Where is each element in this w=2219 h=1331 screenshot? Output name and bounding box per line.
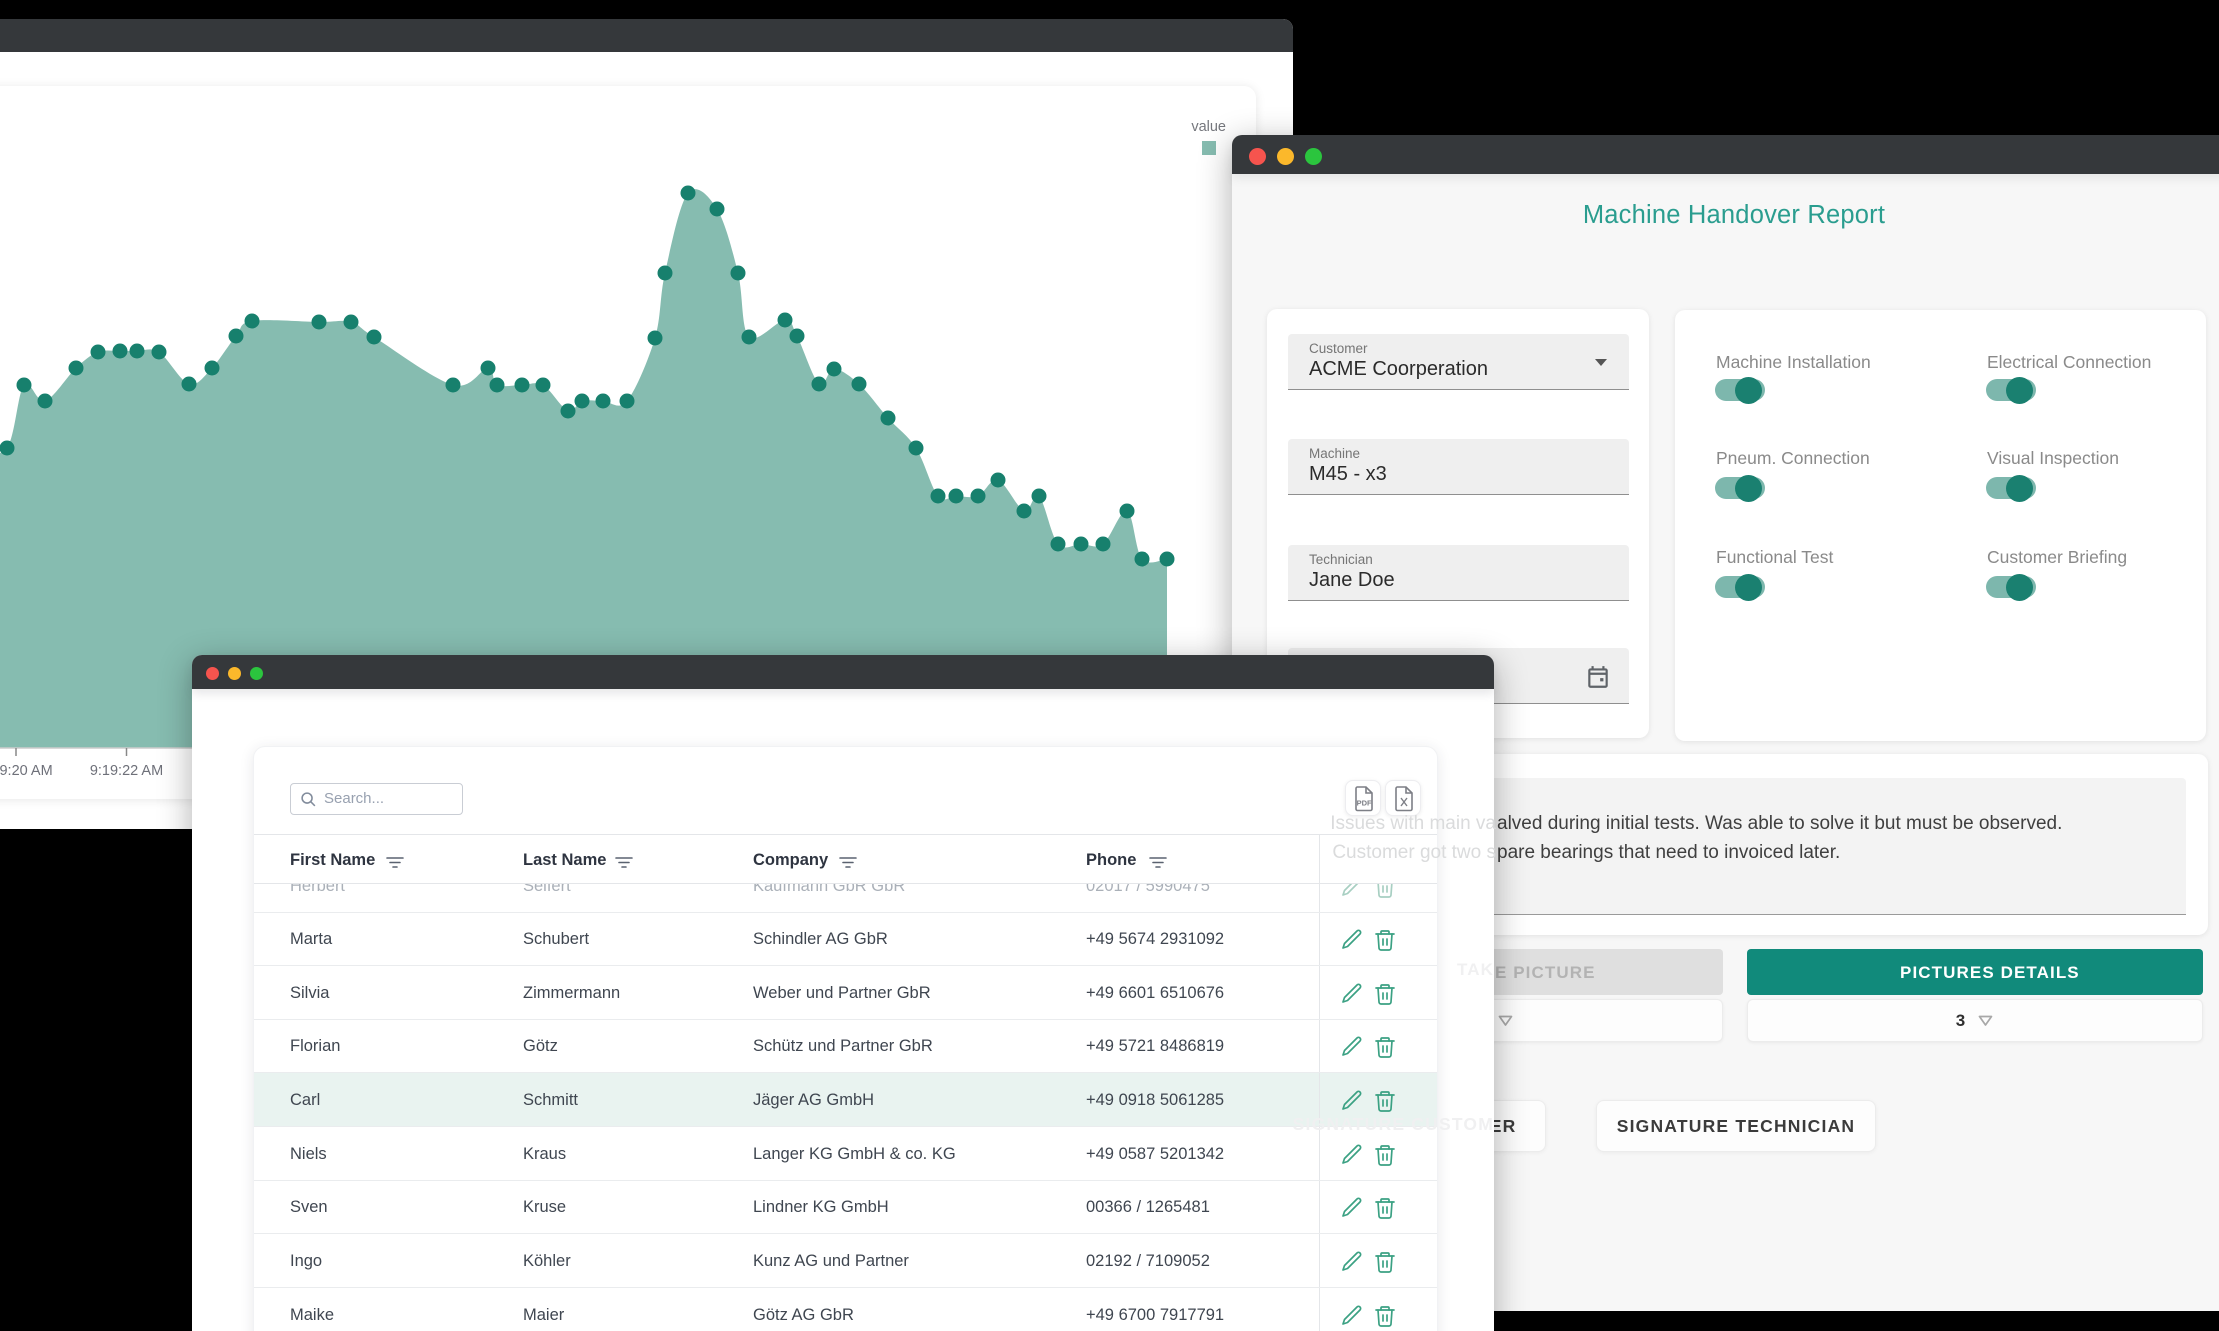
svg-text:PDF: PDF bbox=[1357, 799, 1372, 808]
